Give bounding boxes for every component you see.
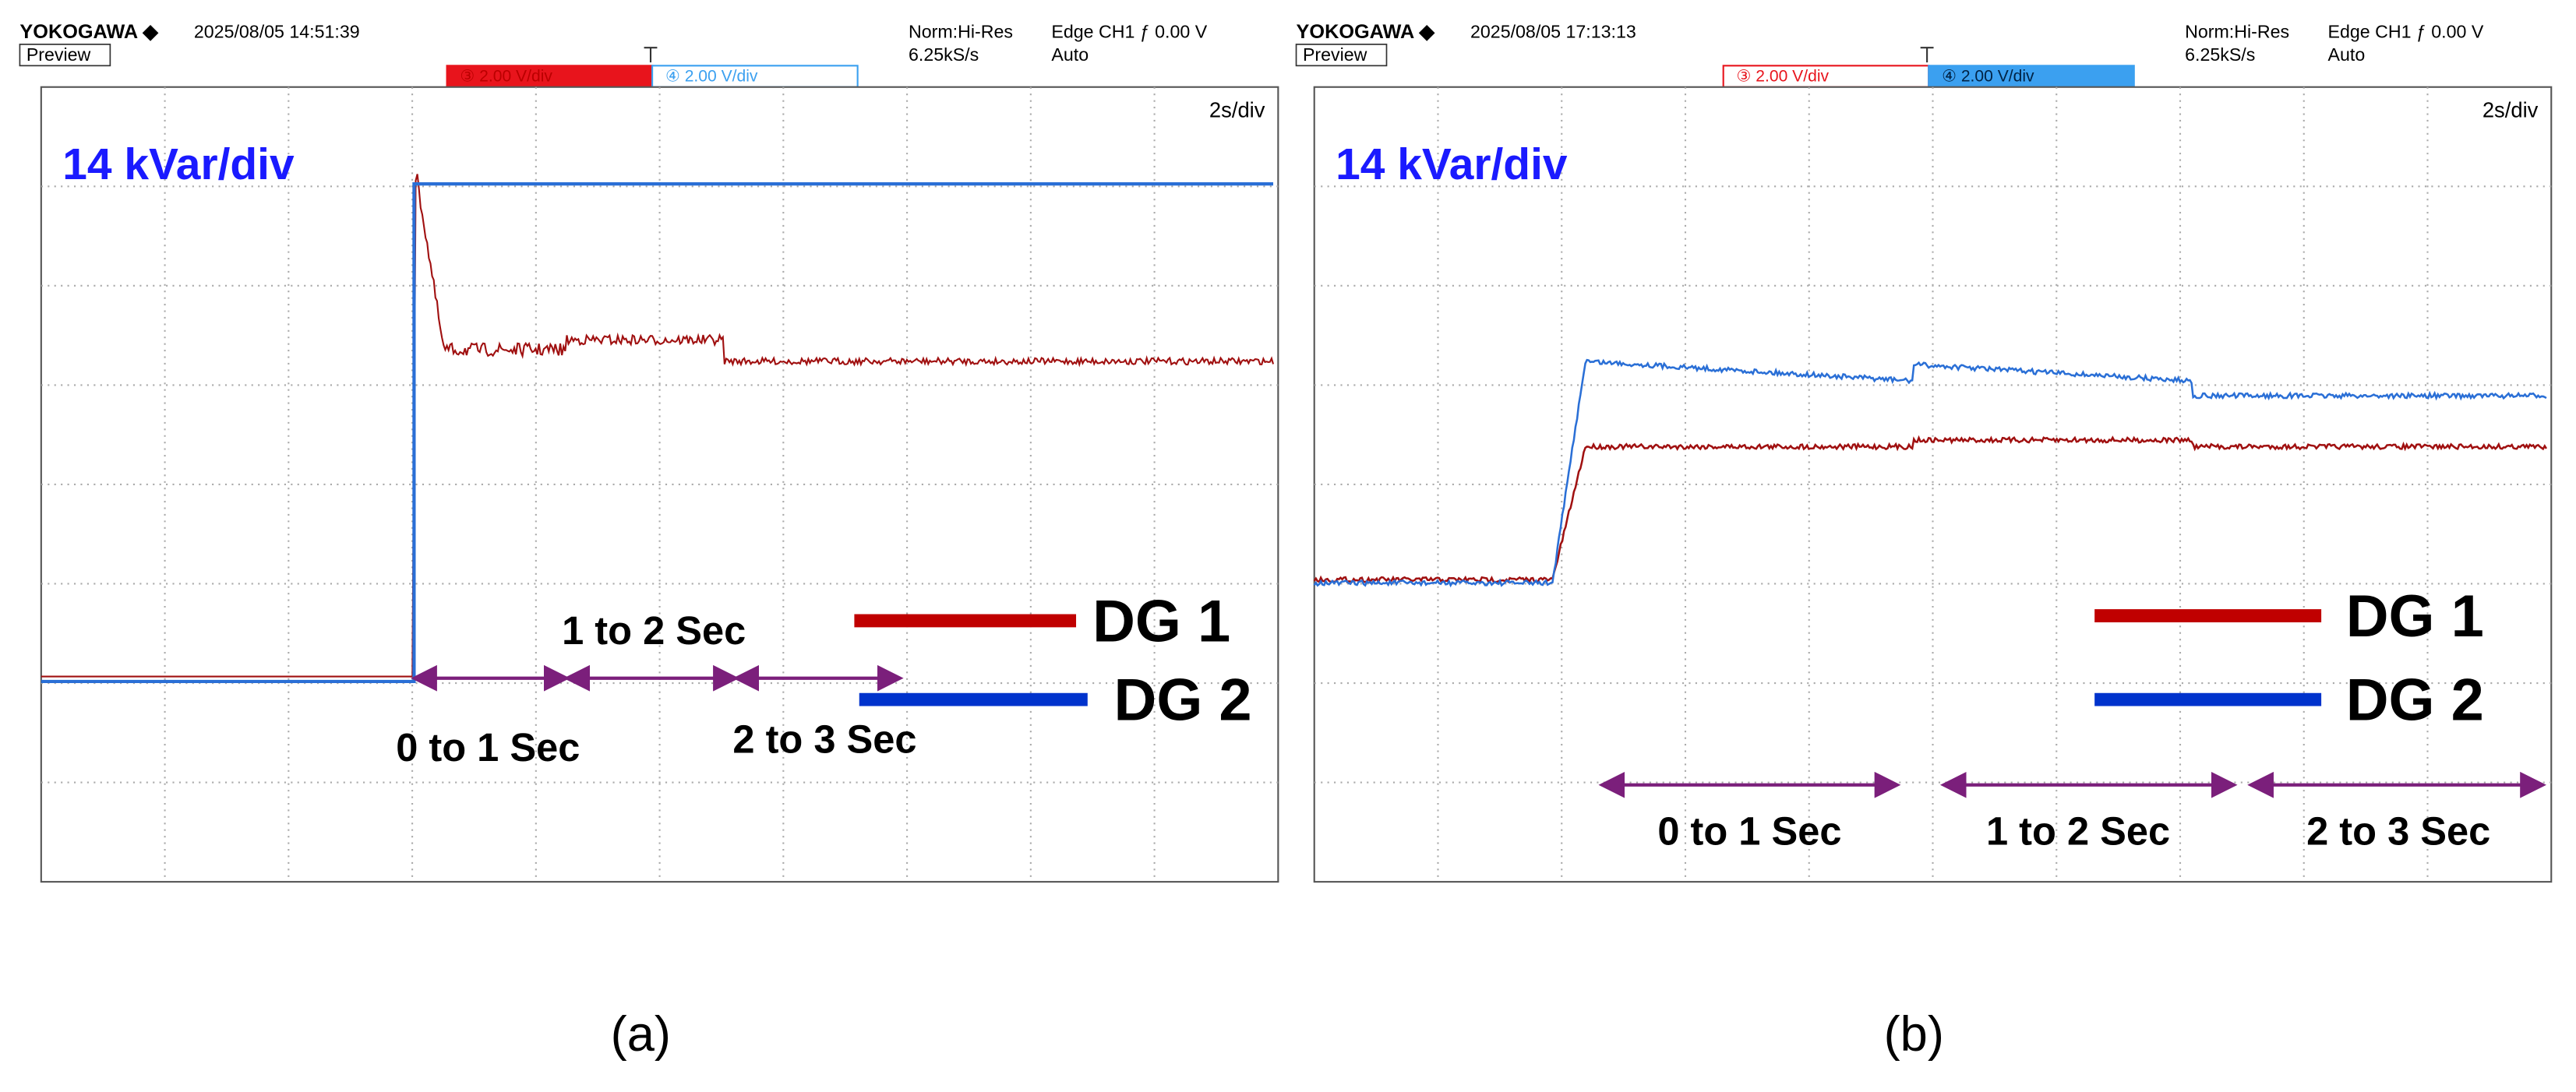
dg1-trace xyxy=(1313,435,2548,585)
trigger-marker xyxy=(644,47,658,63)
datetime: 2025/08/05 17:13:13 xyxy=(1470,21,1636,41)
acq-mode: Norm:Hi-Res xyxy=(2185,21,2289,41)
sample-rate: 6.25kS/s xyxy=(909,44,979,65)
interval-label: 2 to 3 Sec xyxy=(2306,808,2490,853)
interval-label: 2 to 3 Sec xyxy=(732,717,916,761)
ch4-label: ④ 2.00 V/div xyxy=(1942,68,2034,86)
dg2-trace xyxy=(41,182,1274,684)
sample-rate: 6.25kS/s xyxy=(2185,44,2255,65)
brand: YOKOGAWA ◆ xyxy=(1297,21,1435,43)
ch3-label: ③ 2.00 V/div xyxy=(460,68,552,86)
interval-label: 1 to 2 Sec xyxy=(562,608,746,653)
interval-label: 0 to 1 Sec xyxy=(396,725,580,770)
scale-label: 14 kVar/div xyxy=(62,139,295,189)
datetime: 2025/08/05 14:51:39 xyxy=(194,21,360,41)
trigger: Edge CH1 ƒ 0.00 V xyxy=(2328,21,2484,41)
trigger-marker xyxy=(1920,47,1934,63)
ch4-label: ④ 2.00 V/div xyxy=(665,68,758,86)
acq-mode: Norm:Hi-Res xyxy=(909,21,1013,41)
legend-label: DG 2 xyxy=(2346,667,2484,733)
caption: (a) xyxy=(611,1007,671,1062)
legend-label: DG 2 xyxy=(1114,667,1252,733)
trigger-mode: Auto xyxy=(1051,44,1089,65)
dg1-trace xyxy=(41,174,1275,678)
preview-button: Preview xyxy=(1303,44,1367,65)
interval-label: 0 to 1 Sec xyxy=(1657,808,1841,853)
trigger: Edge CH1 ƒ 0.00 V xyxy=(1051,21,1207,41)
interval-label: 1 to 2 Sec xyxy=(1986,808,2170,853)
preview-box xyxy=(1295,44,1388,67)
legend-label: DG 1 xyxy=(1092,588,1230,654)
preview-button: Preview xyxy=(26,44,91,65)
timebase: 2s/div xyxy=(2482,98,2539,122)
preview-box xyxy=(19,44,111,67)
legend-label: DG 1 xyxy=(2346,583,2484,650)
brand: YOKOGAWA ◆ xyxy=(19,21,158,43)
trigger-mode: Auto xyxy=(2328,44,2366,65)
panel: YOKOGAWA ◆ 2025/08/05 14:51:39 Preview Norm… xyxy=(19,21,1279,1062)
caption: (b) xyxy=(1884,1007,1944,1062)
ch4-box xyxy=(1928,65,2135,88)
scale-label: 14 kVar/div xyxy=(1336,139,1568,189)
timebase: 2s/div xyxy=(1209,98,1265,122)
panel: YOKOGAWA ◆ 2025/08/05 17:13:13 Preview Norm… xyxy=(1295,21,2553,1062)
ch3-box xyxy=(1722,65,1930,88)
ch3-label: ③ 2.00 V/div xyxy=(1737,68,1830,86)
dg2-trace xyxy=(1313,358,2547,588)
